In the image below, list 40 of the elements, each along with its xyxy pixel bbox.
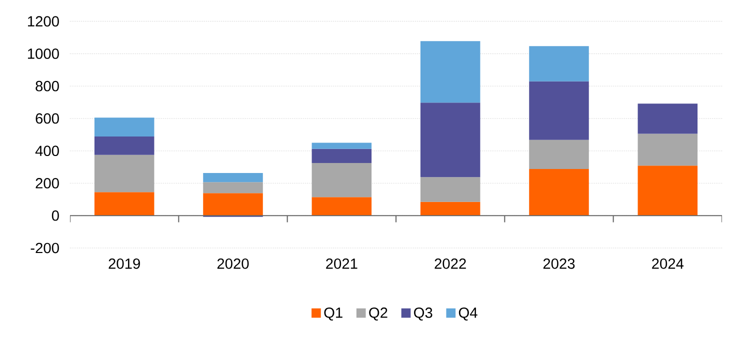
y-tick-label: 1000: [28, 48, 59, 60]
bar: [529, 82, 589, 140]
legend-label: Q3: [414, 308, 432, 321]
x-tick-label: 2020: [217, 258, 249, 270]
bar: [203, 182, 263, 194]
bar: [420, 177, 480, 202]
x-tick-label: 2024: [652, 258, 684, 270]
y-tick-label: 200: [36, 178, 59, 189]
legend-label: Q1: [324, 308, 342, 321]
y-tick-label: 800: [36, 81, 59, 92]
bar: [638, 166, 698, 216]
bar: [529, 169, 589, 216]
bar: [94, 136, 154, 156]
bar: [312, 149, 372, 164]
bar: [94, 192, 154, 216]
legend-label: Q4: [458, 308, 478, 321]
bar: [94, 118, 154, 137]
bar: [94, 155, 154, 192]
x-tick-label: 2023: [543, 258, 575, 270]
bar: [312, 197, 372, 216]
bar: [203, 193, 263, 216]
bar: [420, 102, 480, 178]
x-tick-label: 2019: [108, 258, 140, 270]
bar: [638, 104, 698, 134]
legend-label: Q2: [369, 308, 388, 321]
bar: [203, 173, 263, 182]
bar: [638, 134, 698, 166]
y-tick-label: 600: [36, 113, 59, 124]
y-tick-label: 1200: [28, 16, 59, 27]
bar: [529, 140, 589, 170]
bar: [529, 46, 589, 82]
bar: [312, 163, 372, 198]
bar: [420, 202, 480, 216]
bar: [420, 41, 480, 103]
y-tick-label: -200: [30, 242, 59, 254]
y-tick-label: 0: [52, 210, 59, 221]
y-tick-label: 400: [35, 146, 59, 156]
x-tick-label: 2022: [434, 258, 466, 270]
x-tick-label: 2021: [326, 258, 358, 270]
bar: [312, 142, 372, 150]
